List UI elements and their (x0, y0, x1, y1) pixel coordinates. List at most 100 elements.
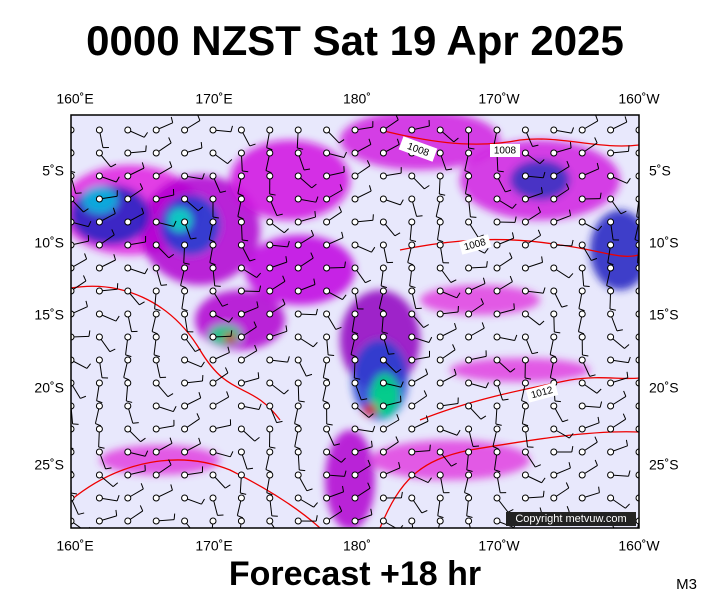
wind-barb (379, 218, 401, 237)
wind-barb (465, 494, 473, 519)
barb-station (607, 149, 615, 157)
barb-shaft (638, 359, 639, 360)
barb-station (436, 471, 444, 479)
wind-barb (323, 425, 340, 446)
barb-station (493, 379, 501, 387)
wind-barb (351, 310, 359, 335)
barb-feather (507, 508, 514, 513)
barb-feather (294, 446, 301, 450)
isobar-label-box (490, 144, 520, 157)
barb-station (493, 517, 501, 525)
barb-feather (509, 275, 513, 282)
wind-barb (294, 333, 318, 348)
barb-station (323, 241, 331, 249)
isobar (419, 377, 639, 421)
wind-barb (181, 333, 201, 352)
barb-station (266, 356, 274, 364)
wind-barb (124, 264, 149, 275)
barb-station (493, 195, 501, 203)
wind-barb (294, 252, 314, 272)
wind-barb (266, 425, 276, 449)
barb-station (521, 218, 529, 226)
wind-barb (408, 333, 433, 343)
barb-station (465, 310, 473, 318)
wind-barb (379, 356, 402, 374)
wind-barb (124, 483, 144, 502)
wind-barb (124, 310, 138, 333)
wind-barb (521, 256, 544, 272)
wind-barb (550, 126, 575, 134)
barb-feather (537, 206, 541, 213)
barb-station (95, 218, 103, 226)
barb-station (124, 494, 132, 502)
wind-barb (436, 397, 459, 410)
latitude-label: 5˚S (649, 163, 671, 179)
barb-station (521, 264, 529, 272)
barb-station (152, 172, 160, 180)
barb-station (181, 310, 189, 318)
wind-barb (95, 149, 117, 168)
barb-feather (283, 389, 289, 395)
barb-station (379, 402, 387, 410)
barb-feather (170, 484, 173, 491)
barb-feather (367, 459, 371, 466)
wind-barb (124, 287, 145, 306)
barb-station (266, 126, 274, 134)
barb-feather (269, 446, 276, 449)
barb-feather (110, 163, 117, 168)
barb-station (266, 471, 274, 479)
barb-feather (524, 377, 532, 380)
barb-feather (265, 170, 272, 174)
barb-station (465, 126, 473, 134)
barb-station (550, 264, 558, 272)
wind-barb (550, 402, 569, 423)
wind-barb (95, 283, 119, 295)
barb-feather (71, 447, 74, 450)
barb-feather (180, 285, 187, 289)
barb-feather (453, 368, 457, 375)
wind-barb (493, 232, 515, 249)
barb-feather (571, 446, 574, 453)
barb-feather (624, 344, 630, 349)
barb-feather (144, 268, 149, 274)
barb-station (379, 149, 387, 157)
isobar-label-box (398, 136, 438, 162)
barb-feather (368, 185, 372, 192)
barb-feather (541, 256, 544, 263)
wind-barb (181, 241, 190, 265)
barb-station (181, 264, 189, 272)
wind-barb (578, 162, 600, 180)
wind-barb (152, 188, 175, 203)
barb-feather (125, 354, 132, 358)
barb-feather (297, 147, 304, 150)
wind-barb (152, 218, 177, 227)
barb-station (294, 333, 302, 341)
barb-station (181, 494, 189, 502)
wind-barb (408, 444, 431, 456)
barb-feather (542, 287, 546, 294)
barb-feather (425, 415, 429, 422)
wind-barb (408, 494, 428, 514)
wind-barb (578, 486, 600, 502)
barb-feather (75, 192, 82, 194)
wind-barb (181, 356, 205, 368)
barb-station (408, 195, 416, 203)
barb-station (152, 333, 160, 341)
barb-feather (453, 137, 459, 143)
barb-station (521, 425, 529, 433)
barb-shaft (638, 336, 639, 337)
barb-feather (126, 400, 133, 403)
barb-station (266, 494, 274, 502)
barb-station (578, 149, 586, 157)
wind-barb (95, 471, 119, 487)
barb-station (294, 287, 302, 295)
barb-feather (591, 257, 598, 261)
barb-station (237, 379, 245, 387)
barb-feather (168, 137, 172, 144)
wind-barb (493, 402, 502, 426)
barb-station (209, 149, 217, 157)
isobar-label: 1008 (494, 146, 517, 157)
barb-feather (436, 539, 442, 541)
barb-feather (428, 336, 433, 343)
wind-barb (408, 368, 429, 387)
